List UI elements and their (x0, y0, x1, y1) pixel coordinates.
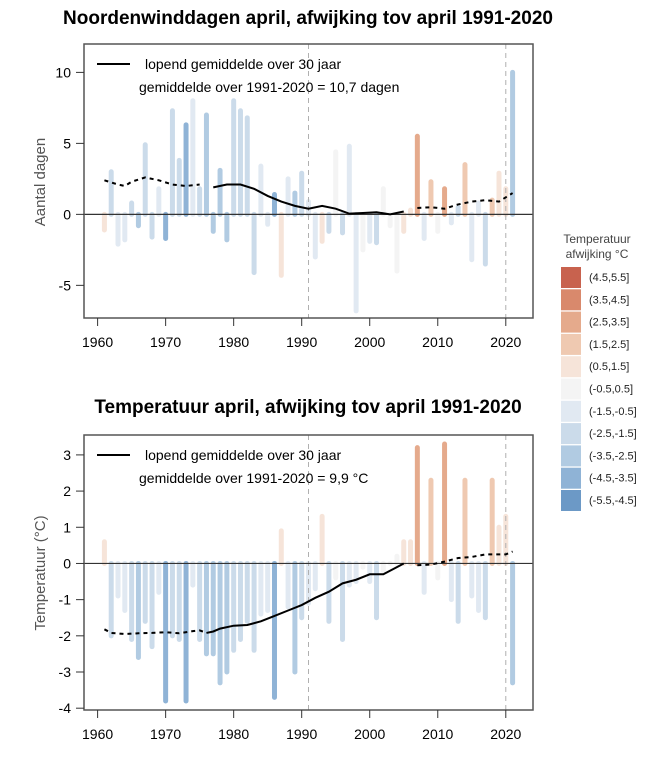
temperature-color-legend: Temperatuur afwijking °C (4.5,5.5] (3.5,4… (561, 232, 637, 511)
y-tick-label: 2 (63, 483, 71, 499)
running-mean-solid (206, 562, 405, 634)
chart-legend: lopend gemiddelde over 30 jaar gemiddeld… (97, 56, 399, 95)
x-tick-label: 1990 (286, 334, 317, 350)
color-legend-items: (4.5,5.5] (3.5,4.5] (2.5,3.5] (1.5,2.5] (0.5… (561, 267, 637, 511)
y-tick-label: -4 (59, 700, 72, 716)
color-legend-swatch (561, 267, 581, 288)
chart-title: Noordenwinddagen april, afwijking tov ap… (63, 8, 553, 29)
y-tick-label: 1 (63, 519, 71, 535)
color-legend-swatch (561, 400, 581, 422)
x-axis-ticks: 1960 1970 1980 1990 2000 2010 2020 (82, 710, 522, 742)
x-tick-label: 2020 (490, 726, 521, 742)
color-legend-swatch (561, 289, 581, 311)
x-tick-label: 2000 (354, 726, 385, 742)
legend-mean-label: gemiddelde over 1991-2020 = 10,7 dagen (139, 79, 399, 95)
color-legend-label: (-2.5,-1.5] (589, 428, 637, 440)
y-tick-label: 0 (63, 206, 71, 222)
color-legend-swatch (561, 467, 581, 489)
running-mean-dashed-end (417, 192, 514, 210)
x-tick-label: 1960 (82, 334, 113, 350)
color-legend-swatch (561, 333, 581, 355)
color-legend-label: (-4.5,-3.5] (589, 473, 637, 485)
color-legend-title-line2: afwijking °C (566, 247, 629, 261)
reference-lines (308, 435, 507, 710)
panel-temperature: Temperatuur april, afwijking tov april 1… (32, 397, 534, 742)
x-tick-label: 2000 (354, 334, 385, 350)
plot-frame (83, 434, 534, 711)
y-tick-label: 3 (63, 447, 71, 463)
color-legend-label: (-3.5,-2.5] (589, 450, 637, 462)
y-tick-label: -5 (59, 277, 72, 293)
running-mean-dashed-end (417, 550, 513, 567)
legend-mean-label: gemiddelde over 1991-2020 = 9,9 °C (139, 470, 368, 486)
reference-lines (308, 44, 507, 318)
color-legend-label: (-1.5,-0.5] (589, 406, 637, 418)
running-mean-line (103, 550, 513, 636)
color-legend-swatch (561, 423, 581, 445)
color-legend-swatch (561, 311, 581, 333)
legend-running-mean-label: lopend gemiddelde over 30 jaar (145, 447, 341, 463)
x-tick-label: 2020 (490, 334, 521, 350)
color-legend-label: (2.5,3.5] (589, 317, 629, 329)
bars (101, 69, 516, 314)
y-axis-label: Aantal dagen (32, 138, 49, 226)
color-legend-swatch (561, 356, 581, 378)
color-legend-title-line1: Temperatuur (563, 232, 630, 246)
y-tick-label: -3 (59, 664, 72, 680)
x-tick-label: 1980 (218, 726, 249, 742)
x-axis-ticks: 1960 1970 1980 1990 2000 2010 2020 (82, 318, 522, 350)
color-legend-label: (-0.5,0.5] (589, 384, 633, 396)
color-legend-label: (0.5,1.5] (589, 361, 629, 373)
y-tick-label: 5 (63, 135, 71, 151)
color-legend-label: (3.5,4.5] (589, 294, 629, 306)
x-tick-label: 1970 (150, 334, 181, 350)
y-tick-label: -1 (59, 592, 72, 608)
color-legend-swatch (561, 445, 581, 467)
y-tick-label: 10 (55, 64, 71, 80)
y-axis-label: Temperatuur (°C) (32, 515, 49, 630)
chart-title: Temperatuur april, afwijking tov april 1… (94, 397, 521, 418)
color-legend-label: (-5.5,-4.5] (589, 495, 637, 507)
y-axis-ticks: -4 -3 -2 -1 0 1 2 3 (59, 447, 84, 716)
x-tick-label: 1960 (82, 726, 113, 742)
y-tick-label: -2 (59, 628, 72, 644)
color-legend-swatch (561, 490, 581, 511)
x-tick-label: 1980 (218, 334, 249, 350)
x-tick-label: 1970 (150, 726, 181, 742)
running-mean-dashed-start (103, 628, 207, 636)
x-tick-label: 2010 (422, 726, 453, 742)
plot-frame (83, 43, 534, 319)
running-mean-line (104, 176, 514, 216)
running-mean-solid (213, 183, 404, 216)
y-tick-label: 0 (63, 555, 71, 571)
y-axis-ticks: -5 0 5 10 (55, 64, 84, 293)
running-mean-dashed-start (104, 176, 200, 188)
legend-running-mean-label: lopend gemiddelde over 30 jaar (145, 56, 341, 72)
color-legend-swatch (561, 378, 581, 400)
panel-north-wind-days: Noordenwinddagen april, afwijking tov ap… (32, 8, 553, 350)
x-tick-label: 2010 (422, 334, 453, 350)
color-legend-label: (4.5,5.5] (589, 272, 629, 284)
color-legend-label: (1.5,2.5] (589, 339, 629, 351)
chart-legend: lopend gemiddelde over 30 jaar gemiddeld… (97, 447, 368, 486)
x-tick-label: 1990 (286, 726, 317, 742)
